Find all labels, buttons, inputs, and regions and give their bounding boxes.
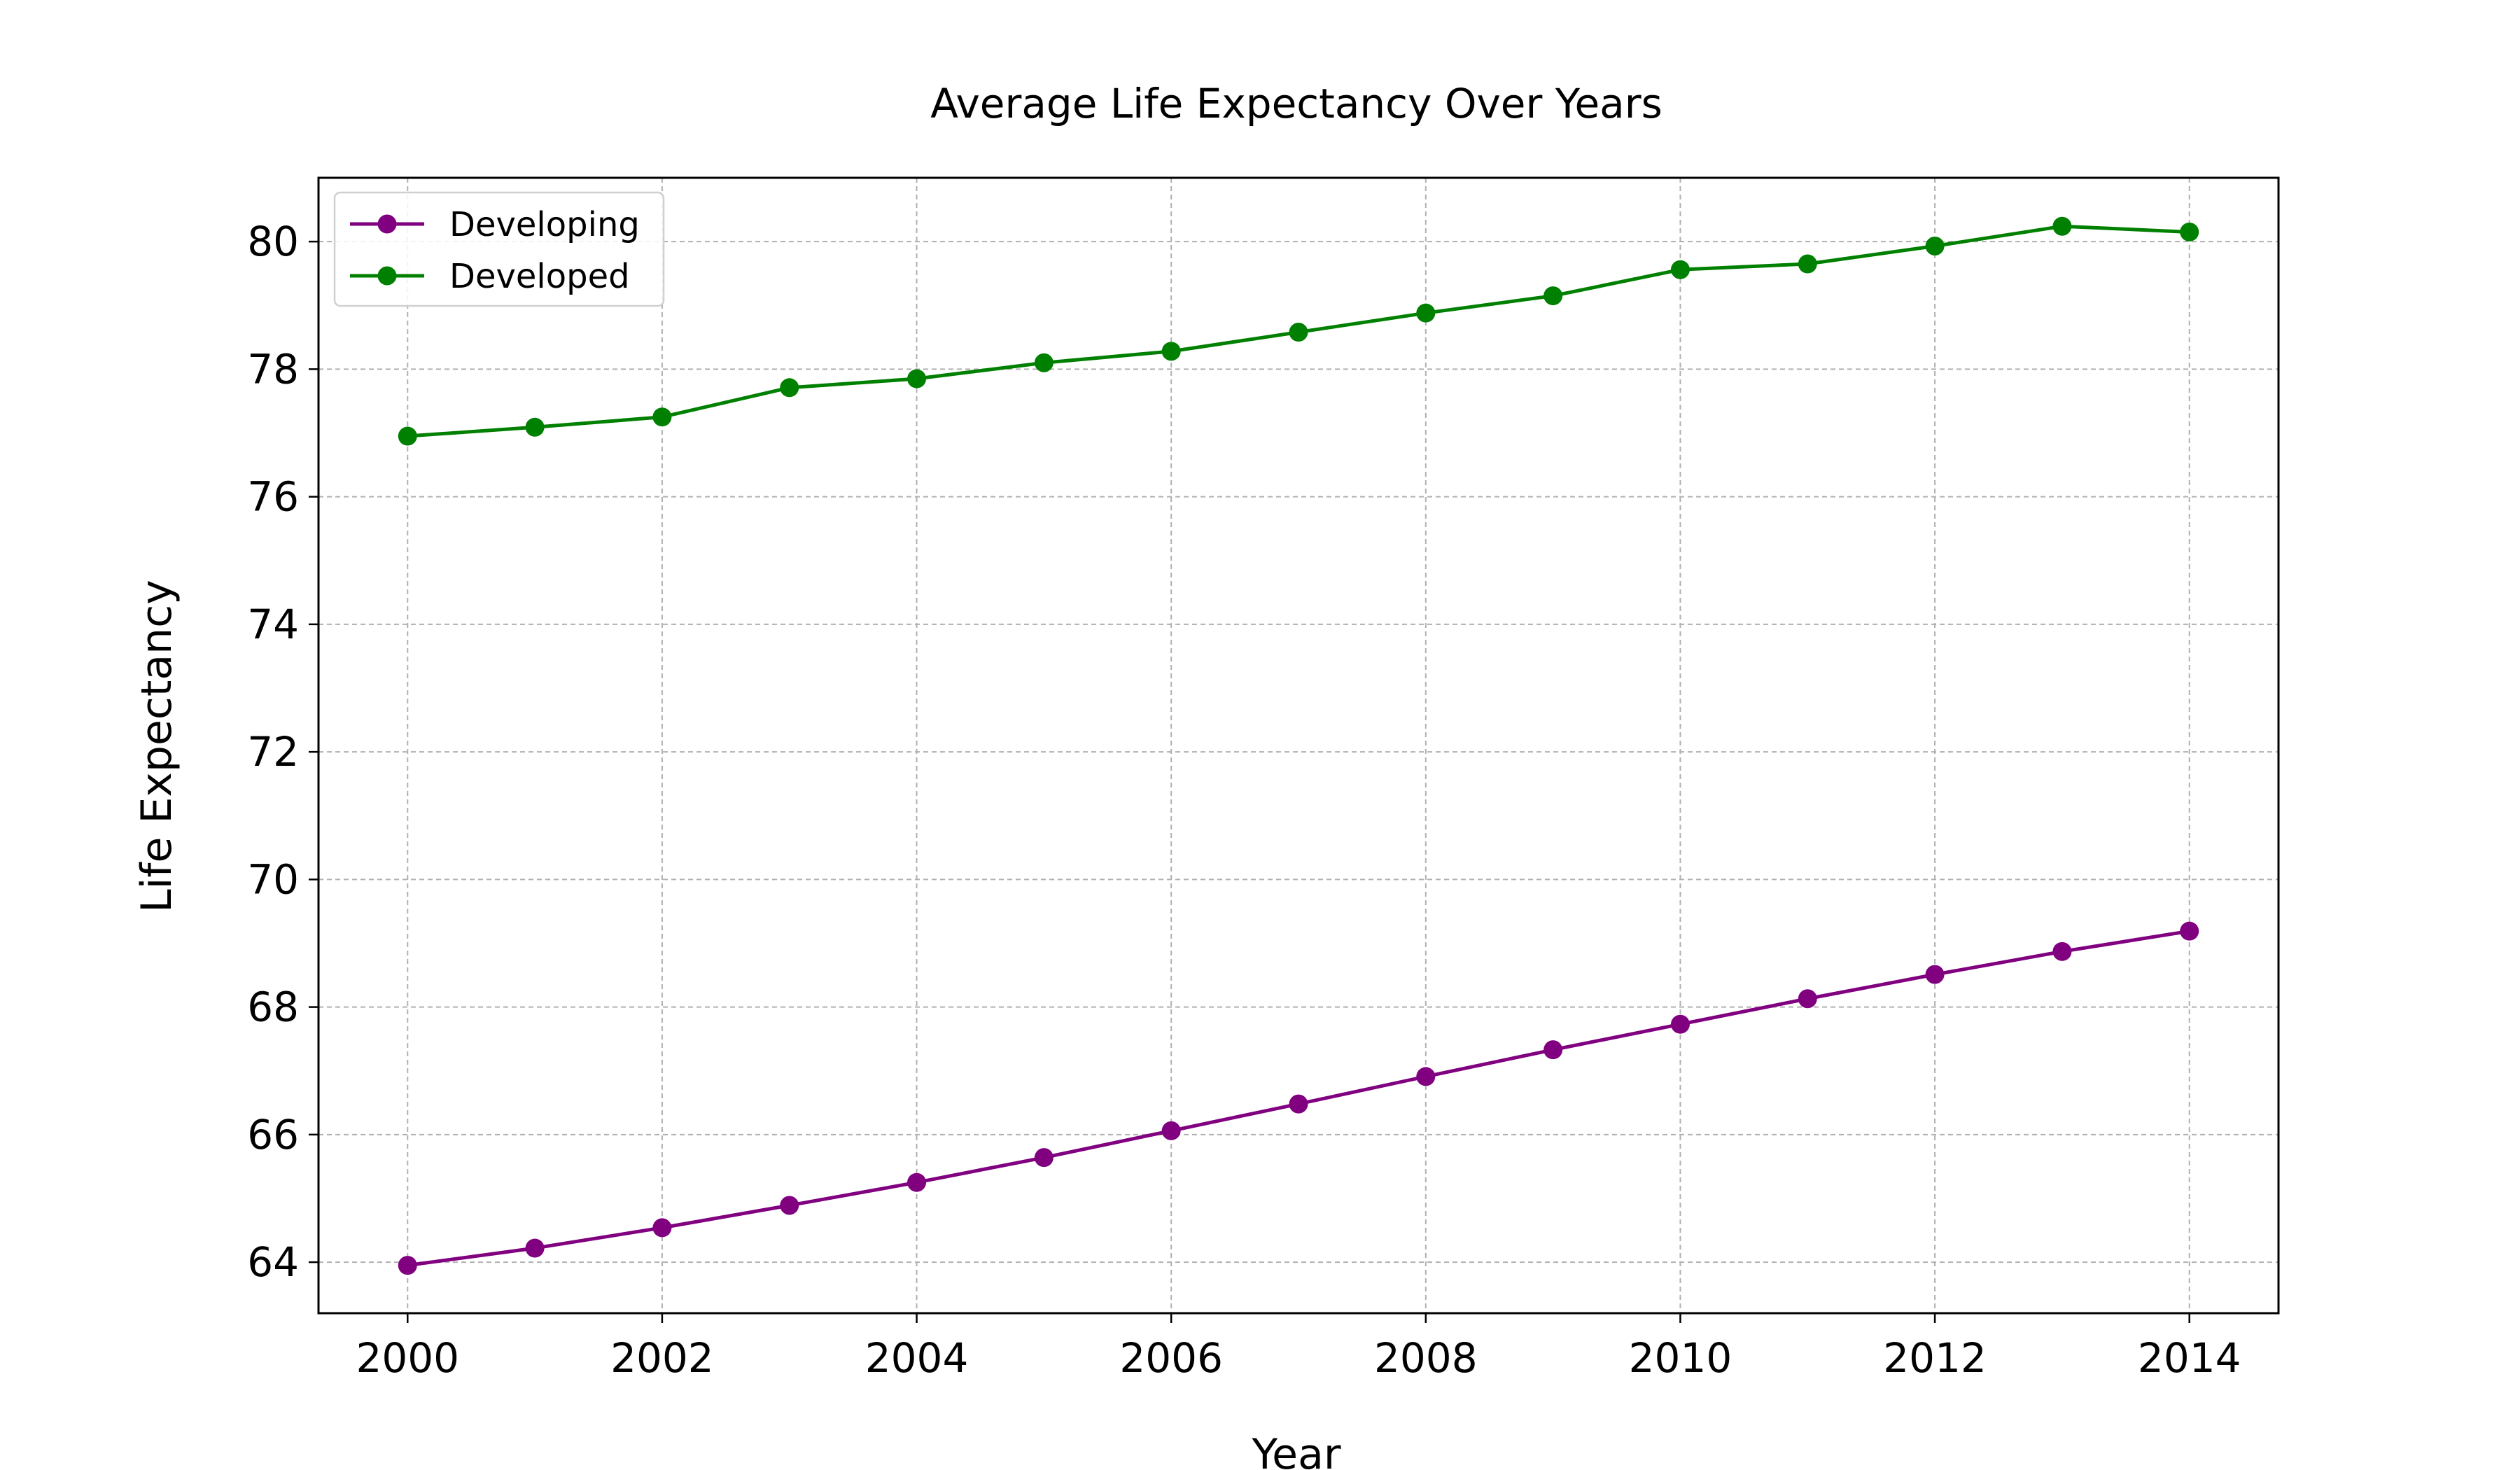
x-axis-ticks: 2000 2002 2004 2006 2008 2010 2012 2014	[356, 1313, 2241, 1382]
data-point-developing	[1798, 989, 1817, 1009]
data-point-developed	[780, 378, 799, 398]
y-tick-label: 66	[247, 1111, 299, 1158]
series-developing	[398, 921, 2199, 1275]
y-tick-label: 80	[247, 218, 299, 265]
data-point-developing	[1670, 1014, 1690, 1034]
legend-label: Developing	[449, 205, 640, 244]
data-point-developing	[1544, 1040, 1563, 1060]
data-point-developed	[652, 407, 672, 427]
x-tick-label: 2000	[356, 1334, 459, 1382]
grid	[318, 178, 2278, 1313]
data-point-developed	[398, 426, 417, 446]
data-point-developed	[1798, 254, 1817, 274]
legend-swatch-marker	[377, 266, 397, 286]
data-point-developed	[1416, 303, 1436, 323]
x-tick-label: 2008	[1374, 1334, 1478, 1382]
data-point-developing	[1034, 1148, 1054, 1168]
data-point-developed	[907, 369, 927, 388]
data-point-developing	[907, 1172, 927, 1192]
x-tick-label: 2002	[610, 1334, 714, 1382]
data-point-developed	[1289, 323, 1308, 342]
y-tick-label: 68	[247, 983, 299, 1031]
series-layer	[398, 216, 2199, 1275]
legend: Developing Developed	[333, 191, 665, 307]
x-tick-label: 2010	[1629, 1334, 1732, 1382]
data-point-developing	[1416, 1067, 1436, 1086]
legend-swatch-marker	[377, 214, 397, 234]
x-tick-label: 2014	[2138, 1334, 2241, 1382]
data-point-developed	[1544, 286, 1563, 306]
data-point-developing	[2052, 941, 2072, 961]
data-point-developed	[1161, 342, 1181, 361]
data-point-developed	[2180, 222, 2199, 241]
data-point-developed	[525, 417, 545, 437]
y-tick-label: 64	[247, 1238, 299, 1286]
x-tick-label: 2012	[1883, 1334, 1987, 1382]
y-tick-label: 78	[247, 345, 299, 393]
y-axis-ticks: 64 66 68 70 72 74 76 78 80	[247, 218, 318, 1286]
plot-frame	[317, 176, 2280, 1315]
legend-label: Developed	[449, 257, 630, 296]
y-tick-label: 76	[247, 473, 299, 521]
chart-title: Average Life Expectancy Over Years	[930, 80, 1662, 127]
data-point-developing	[780, 1196, 799, 1215]
data-point-developing	[2180, 921, 2199, 941]
y-tick-label: 72	[247, 728, 299, 776]
data-point-developed	[2052, 216, 2072, 236]
legend-entry-developed: Developed	[350, 257, 630, 296]
data-point-developing	[1925, 965, 1945, 984]
series-developed	[398, 216, 2199, 446]
data-point-developing	[1289, 1094, 1308, 1114]
y-tick-label: 74	[247, 601, 299, 648]
data-point-developed	[1670, 260, 1690, 279]
x-tick-label: 2006	[1119, 1334, 1223, 1382]
legend-entry-developing: Developing	[350, 205, 640, 244]
y-tick-label: 70	[247, 855, 299, 903]
data-point-developed	[1034, 353, 1054, 372]
data-point-developed	[1925, 237, 1945, 256]
data-point-developing	[398, 1256, 417, 1275]
data-point-developing	[1161, 1121, 1181, 1140]
data-point-developing	[525, 1238, 545, 1258]
x-axis-label: Year	[1251, 1430, 1340, 1470]
y-axis-label: Life Expectancy	[132, 580, 181, 912]
data-point-developing	[652, 1218, 672, 1238]
x-tick-label: 2004	[865, 1334, 969, 1382]
